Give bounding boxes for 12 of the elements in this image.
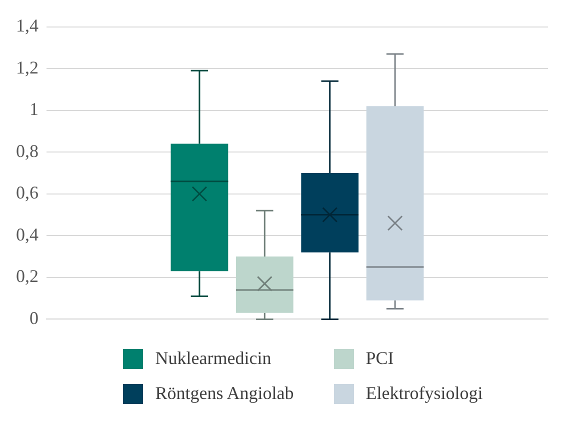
y-tick-label: 1,4	[16, 16, 38, 36]
y-tick-label: 0,2	[16, 266, 38, 286]
y-tick-label: 1,2	[16, 57, 38, 78]
y-tick-label: 0,6	[16, 182, 38, 203]
y-tick-label: 1	[30, 99, 38, 120]
legend-label: Elektrofysiologi	[366, 383, 483, 404]
legend-label: Nuklearmedicin	[155, 348, 272, 369]
y-tick-label: 0,8	[16, 140, 38, 161]
y-tick-label: 0,4	[16, 224, 38, 244]
legend-label: Röntgens Angiolab	[155, 383, 294, 404]
y-tick-label: 0	[30, 308, 38, 328]
legend-label: PCI	[366, 348, 394, 369]
